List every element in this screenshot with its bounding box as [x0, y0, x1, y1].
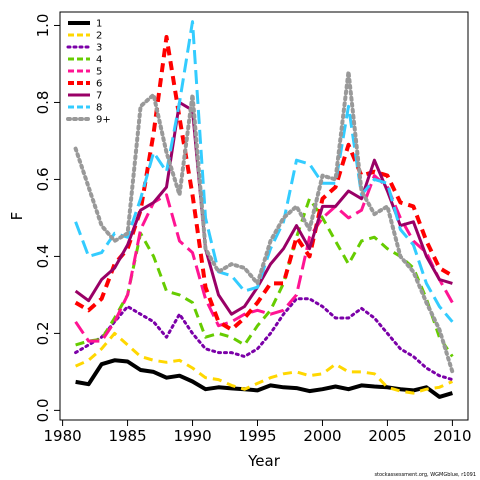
x-axis: 1980 1985 1990 1995 2000 2005 2010 — [44, 420, 472, 445]
series-line-1 — [75, 358, 453, 399]
series-line-3 — [74, 297, 454, 382]
y-tick-label: 0.2 — [34, 321, 52, 345]
y-tick-label: 0.6 — [34, 168, 52, 192]
series-line-8 — [74, 20, 454, 323]
x-tick-label: 1985 — [108, 427, 146, 445]
source-footnote: stockassessment.org, WGMGblue, r1091 — [374, 472, 476, 478]
legend-label-6: 6 — [96, 79, 102, 90]
series-line-7 — [74, 101, 453, 316]
y-tick-label: 0.8 — [34, 91, 52, 115]
legend-label-2: 2 — [96, 31, 102, 42]
y-tick-label: 0.4 — [34, 244, 52, 268]
y-tick-label: 0.0 — [34, 398, 52, 422]
legend-label-9plus: 9+ — [96, 115, 111, 126]
x-tick-label: 2005 — [368, 427, 406, 445]
x-tick-label: 2000 — [303, 427, 341, 445]
series-line-9plus — [73, 69, 455, 374]
legend-label-1: 1 — [96, 19, 102, 30]
y-tick-label: 1.0 — [34, 14, 52, 38]
series-lines-group — [73, 20, 455, 399]
x-axis-title: Year — [247, 452, 281, 470]
series-line-4 — [75, 197, 454, 358]
legend-label-3: 3 — [96, 43, 102, 54]
legend-label-7: 7 — [96, 91, 102, 102]
plot-frame — [59, 11, 469, 421]
x-tick-label: 1995 — [238, 427, 276, 445]
series-line-2 — [74, 331, 454, 395]
legend-label-4: 4 — [96, 55, 102, 66]
legend-label-5: 5 — [96, 67, 102, 78]
x-tick-label: 1980 — [44, 427, 82, 445]
legend-label-8: 8 — [96, 103, 102, 114]
x-tick-label: 1990 — [173, 427, 211, 445]
y-axis: 0.0 0.2 0.4 0.6 0.8 1.0 — [34, 14, 60, 422]
x-tick-label: 2010 — [433, 427, 471, 445]
y-axis-title: F — [8, 212, 26, 221]
